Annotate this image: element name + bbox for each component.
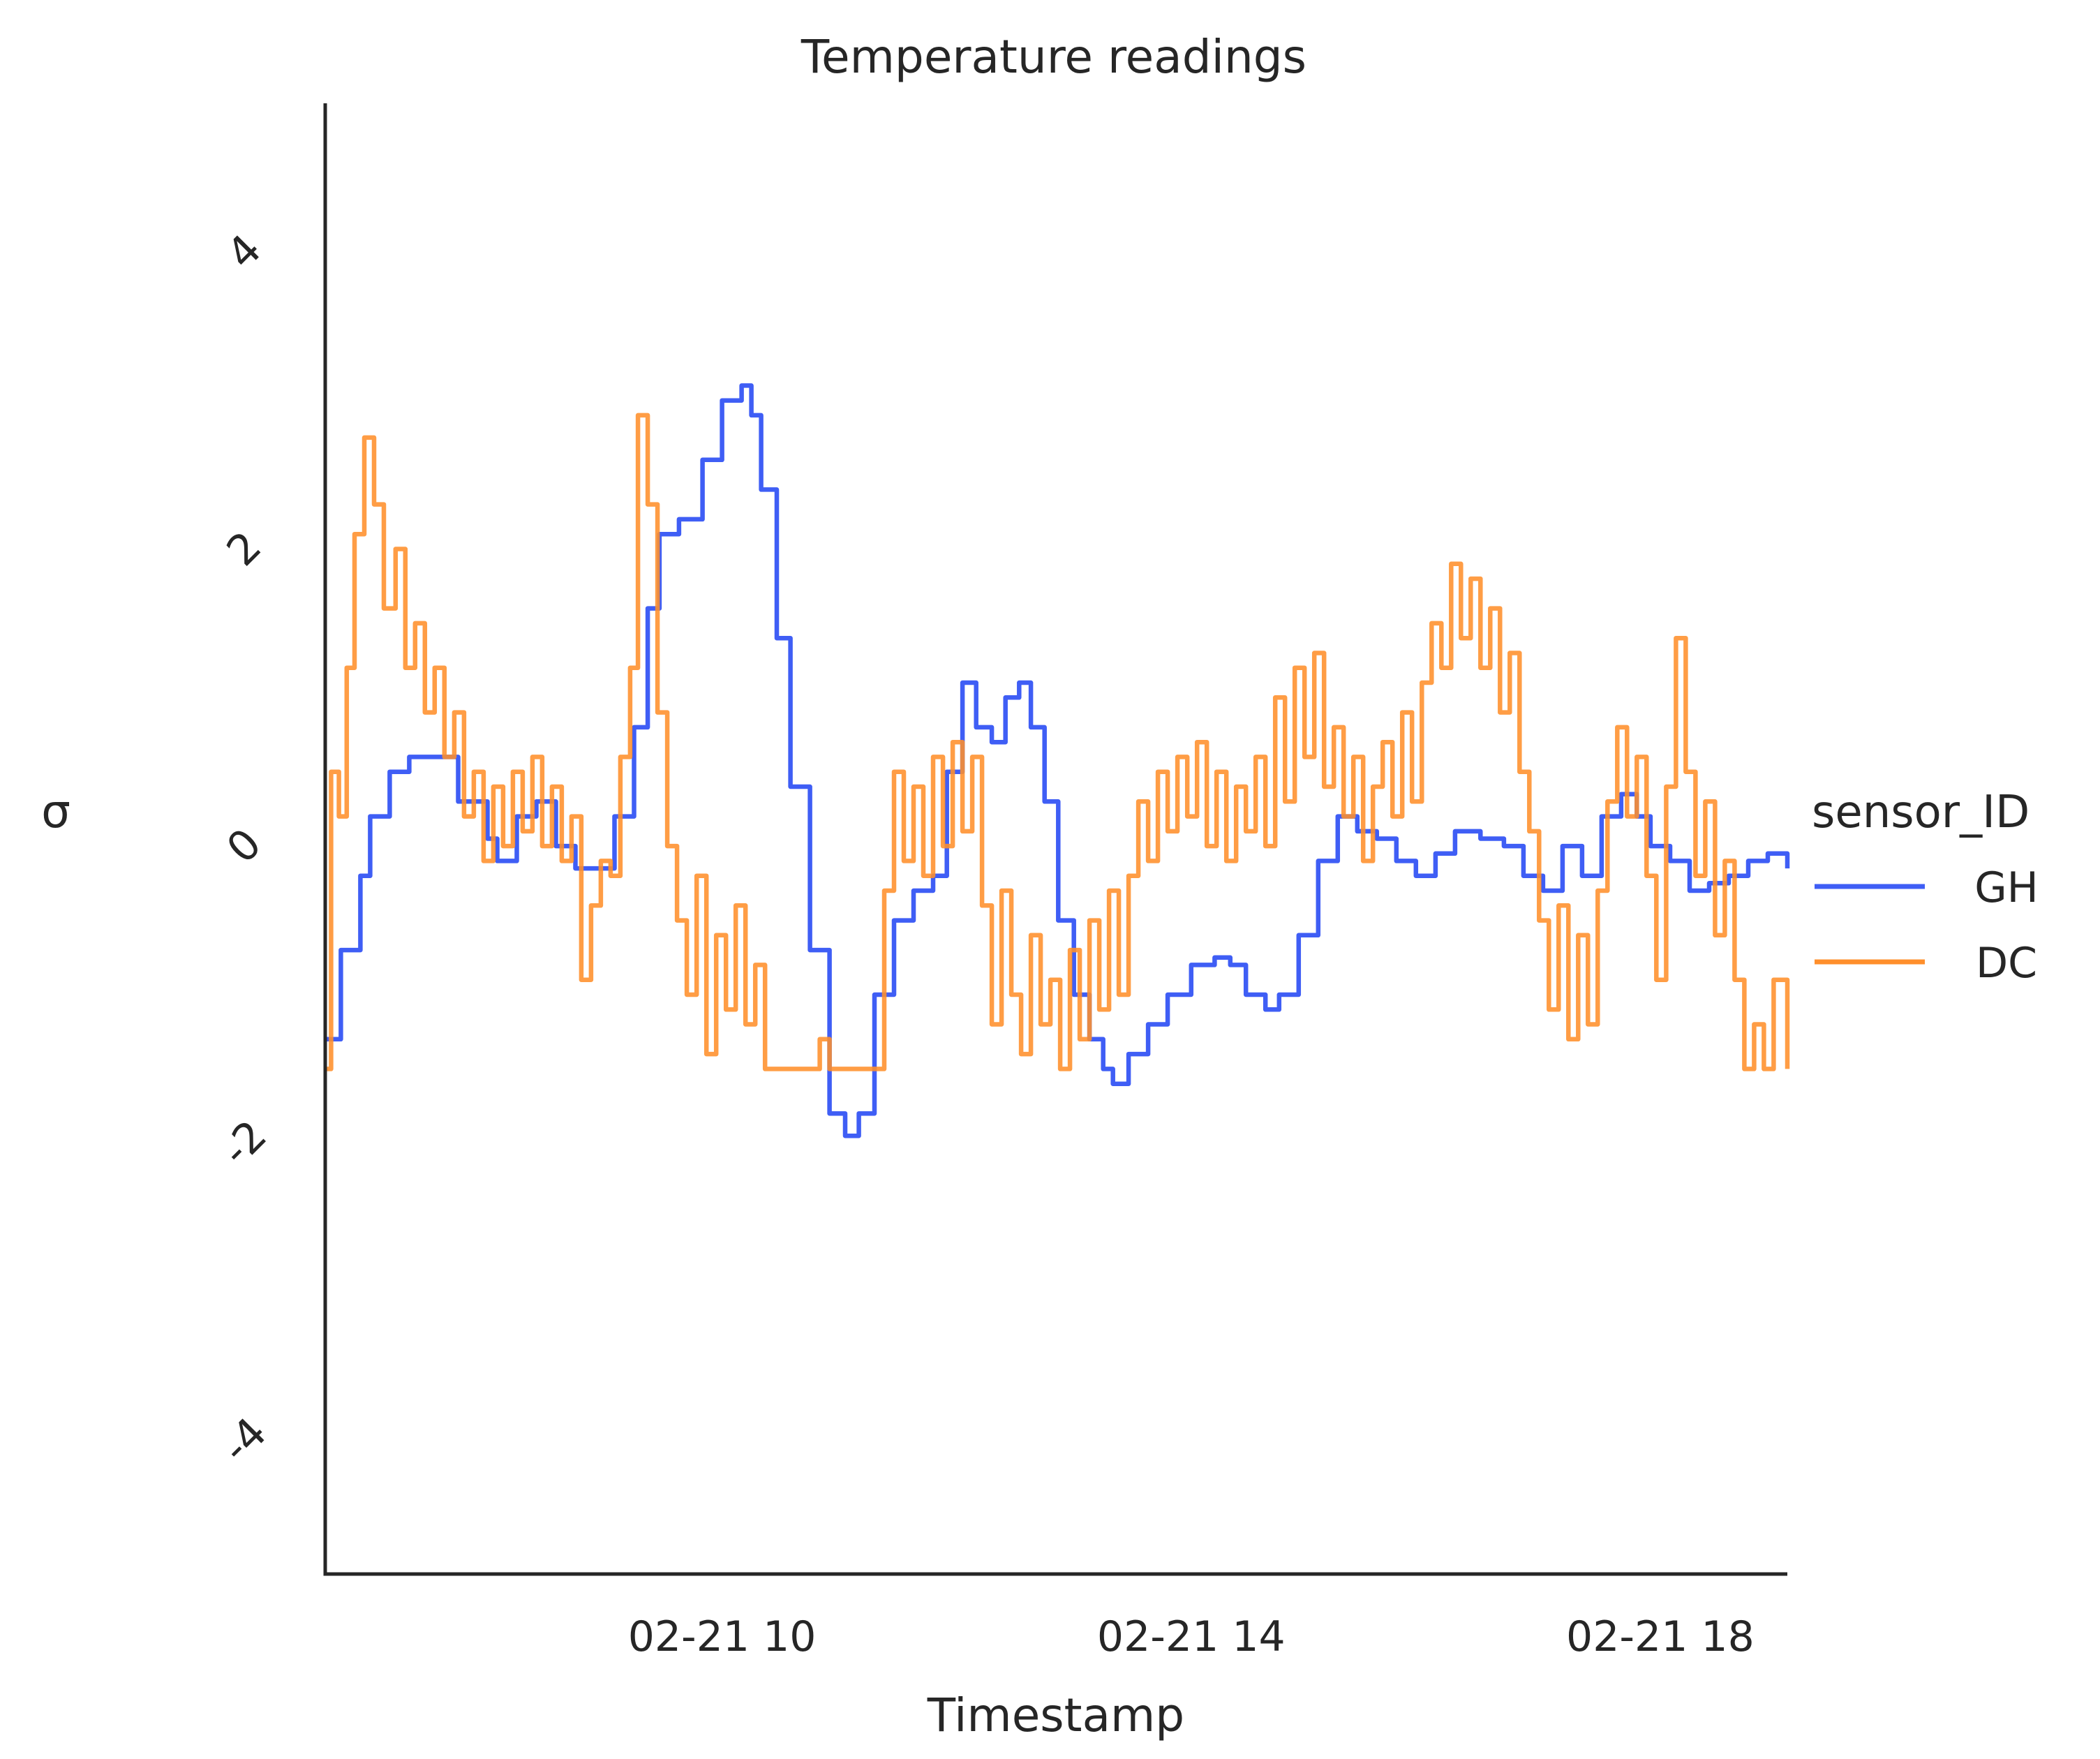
plot-area — [325, 383, 1790, 1138]
x-axis-label: Timestamp — [927, 1689, 1184, 1742]
x-tick-label: 02-21 14 — [1097, 1612, 1286, 1661]
y-tick-label: -4 — [212, 1409, 276, 1473]
legend-title: sensor_ID — [1812, 787, 2030, 838]
series-line-gh — [325, 383, 1790, 1138]
x-axis-ticks: 02-21 10 02-21 14 02-21 18 — [628, 1612, 1755, 1661]
series-layer — [325, 383, 1790, 1138]
x-tick-label: 02-21 18 — [1566, 1612, 1755, 1661]
legend: sensor_ID GH DC — [1812, 787, 2039, 988]
y-tick-label: 4 — [218, 225, 271, 279]
chart-title: Temperature readings — [800, 30, 1306, 84]
series-line-dc — [325, 413, 1790, 1071]
legend-label-dc: DC — [1976, 939, 2037, 988]
y-tick-label: -2 — [212, 1111, 276, 1175]
y-axis-label: σ — [41, 785, 70, 838]
y-tick-label: 2 — [218, 522, 271, 576]
legend-label-gh: GH — [1974, 863, 2039, 912]
x-tick-label: 02-21 10 — [628, 1612, 817, 1661]
y-tick-label: 0 — [218, 819, 271, 873]
legend-items: GH DC — [1815, 863, 2039, 988]
y-axis-ticks: -4 -2 0 2 4 — [212, 225, 276, 1473]
